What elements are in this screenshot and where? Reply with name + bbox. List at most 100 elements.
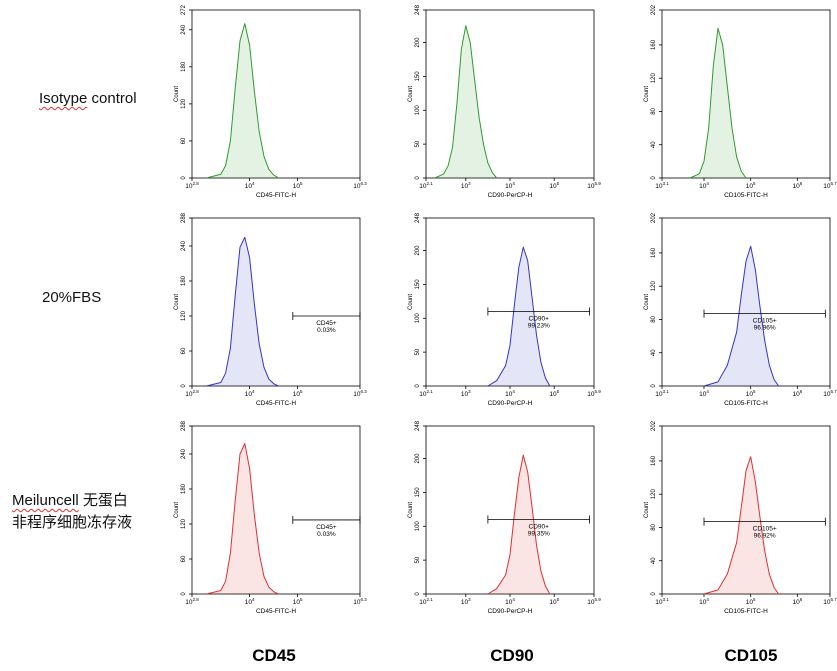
- row-label-meiluncell: Meiluncell 无蛋白 非程序细胞冻存液: [12, 490, 132, 534]
- row-label-text: 无蛋白: [78, 492, 128, 509]
- y-tick-label: 200: [415, 453, 421, 464]
- x-tick-exponent: 6.7: [830, 181, 837, 186]
- x-tick-exponent: 6.3: [360, 181, 367, 186]
- row-label-text: 非程序细胞冻存液: [12, 514, 133, 531]
- x-tick-label: 106.3: [353, 181, 367, 190]
- y-tick-label: 272: [181, 4, 187, 15]
- y-tick-label: 160: [651, 247, 657, 258]
- y-tick-label: 180: [181, 275, 187, 286]
- x-tick-exponent: 5: [300, 389, 303, 394]
- x-axis-label: CD90-PerCP-H: [488, 192, 533, 199]
- x-tick-base: 10: [549, 391, 557, 398]
- x-tick-base: 10: [655, 183, 663, 190]
- y-tick-label: 60: [181, 137, 187, 144]
- y-tick-label: 200: [415, 37, 421, 48]
- y-tick-label: 0: [651, 592, 657, 596]
- histogram-line: [487, 246, 551, 387]
- x-tick-label: 105: [746, 389, 756, 398]
- y-axis-label: Count: [644, 86, 650, 102]
- x-tick-exponent: 5.9: [594, 181, 601, 186]
- x-tick-exponent: 5: [753, 389, 756, 394]
- x-tick-base: 10: [823, 391, 831, 398]
- x-tick-label: 105: [293, 389, 303, 398]
- histogram-line: [703, 456, 780, 595]
- y-tick-label: 60: [181, 555, 187, 562]
- x-tick-exponent: 3: [468, 597, 471, 602]
- x-tick-label: 104: [699, 181, 709, 190]
- x-tick-label: 105.9: [587, 597, 601, 606]
- x-tick-base: 10: [353, 183, 361, 190]
- x-tick-base: 10: [746, 183, 754, 190]
- gate-label: CD90+: [529, 523, 550, 530]
- x-tick-base: 10: [792, 391, 800, 398]
- x-tick-exponent: 2.1: [426, 181, 433, 186]
- x-tick-base: 10: [461, 183, 469, 190]
- y-tick-label: 240: [181, 448, 187, 459]
- x-tick-exponent: 5.9: [594, 389, 601, 394]
- x-tick-label: 105: [746, 181, 756, 190]
- x-tick-base: 10: [293, 183, 301, 190]
- y-tick-label: 0: [181, 384, 187, 388]
- x-tick-exponent: 5.9: [594, 597, 601, 602]
- y-tick-label: 50: [415, 556, 421, 563]
- y-tick-label: 160: [651, 455, 657, 466]
- gate-cd45-row2: CD45+0.03%: [292, 515, 361, 538]
- gate-percent: 0.03%: [317, 531, 336, 538]
- y-tick-label: 180: [181, 483, 187, 494]
- histogram-line: [206, 443, 279, 595]
- column-title-cd90: CD90: [490, 646, 534, 665]
- x-tick-exponent: 5: [753, 181, 756, 186]
- x-tick-label: 105.9: [587, 389, 601, 398]
- x-axis-label: CD105-FITC-H: [724, 608, 768, 615]
- x-tick-base: 10: [746, 391, 754, 398]
- y-tick-label: 180: [181, 61, 187, 72]
- gate-percent: 99.35%: [528, 530, 550, 537]
- x-axis-label: CD90-PerCP-H: [488, 608, 533, 615]
- x-tick-label: 103.1: [655, 389, 669, 398]
- y-tick-label: 202: [651, 420, 657, 431]
- x-tick-base: 10: [245, 391, 253, 398]
- histogram-fill: [206, 237, 279, 386]
- histogram-line: [206, 23, 279, 179]
- x-tick-exponent: 4: [512, 181, 515, 186]
- gate-percent: 0.03%: [317, 327, 336, 334]
- x-tick-exponent: 3.1: [662, 597, 669, 602]
- x-tick-label: 105: [549, 597, 559, 606]
- column-title-cd45: CD45: [252, 646, 296, 665]
- x-tick-exponent: 5: [753, 597, 756, 602]
- x-axis-label: CD105-FITC-H: [724, 400, 768, 407]
- y-tick-label: 80: [651, 107, 657, 114]
- y-tick-label: 248: [415, 420, 421, 431]
- y-tick-label: 60: [181, 347, 187, 354]
- x-tick-base: 10: [245, 183, 253, 190]
- y-tick-label: 248: [415, 212, 421, 223]
- plot-frame: [191, 217, 361, 387]
- x-tick-label: 106.7: [823, 597, 837, 606]
- x-axis-label: CD45-FITC-H: [256, 192, 296, 199]
- x-tick-label: 102.1: [419, 597, 433, 606]
- x-tick-exponent: 4: [706, 181, 709, 186]
- x-axis-label: CD90-PerCP-H: [488, 400, 533, 407]
- x-tick-base: 10: [353, 391, 361, 398]
- y-tick-label: 100: [415, 313, 421, 324]
- x-tick-label: 106.3: [353, 597, 367, 606]
- y-tick-label: 40: [651, 141, 657, 148]
- x-tick-exponent: 6: [800, 389, 803, 394]
- y-axis-label: Count: [174, 86, 180, 102]
- histogram-fill: [487, 455, 550, 594]
- y-axis-label: Count: [408, 294, 414, 310]
- x-tick-base: 10: [655, 599, 663, 606]
- row-label-line: 20%FBS: [42, 287, 101, 309]
- gate-label: CD105+: [753, 526, 777, 533]
- x-tick-exponent: 4: [706, 389, 709, 394]
- gate-cd90-row2: CD90+99.35%: [487, 515, 590, 537]
- y-tick-label: 80: [651, 523, 657, 530]
- x-tick-label: 104: [245, 597, 255, 606]
- histogram-line: [434, 25, 498, 179]
- row-label-text: 20%FBS: [42, 289, 102, 306]
- x-tick-label: 105: [549, 181, 559, 190]
- x-tick-label: 102.1: [419, 389, 433, 398]
